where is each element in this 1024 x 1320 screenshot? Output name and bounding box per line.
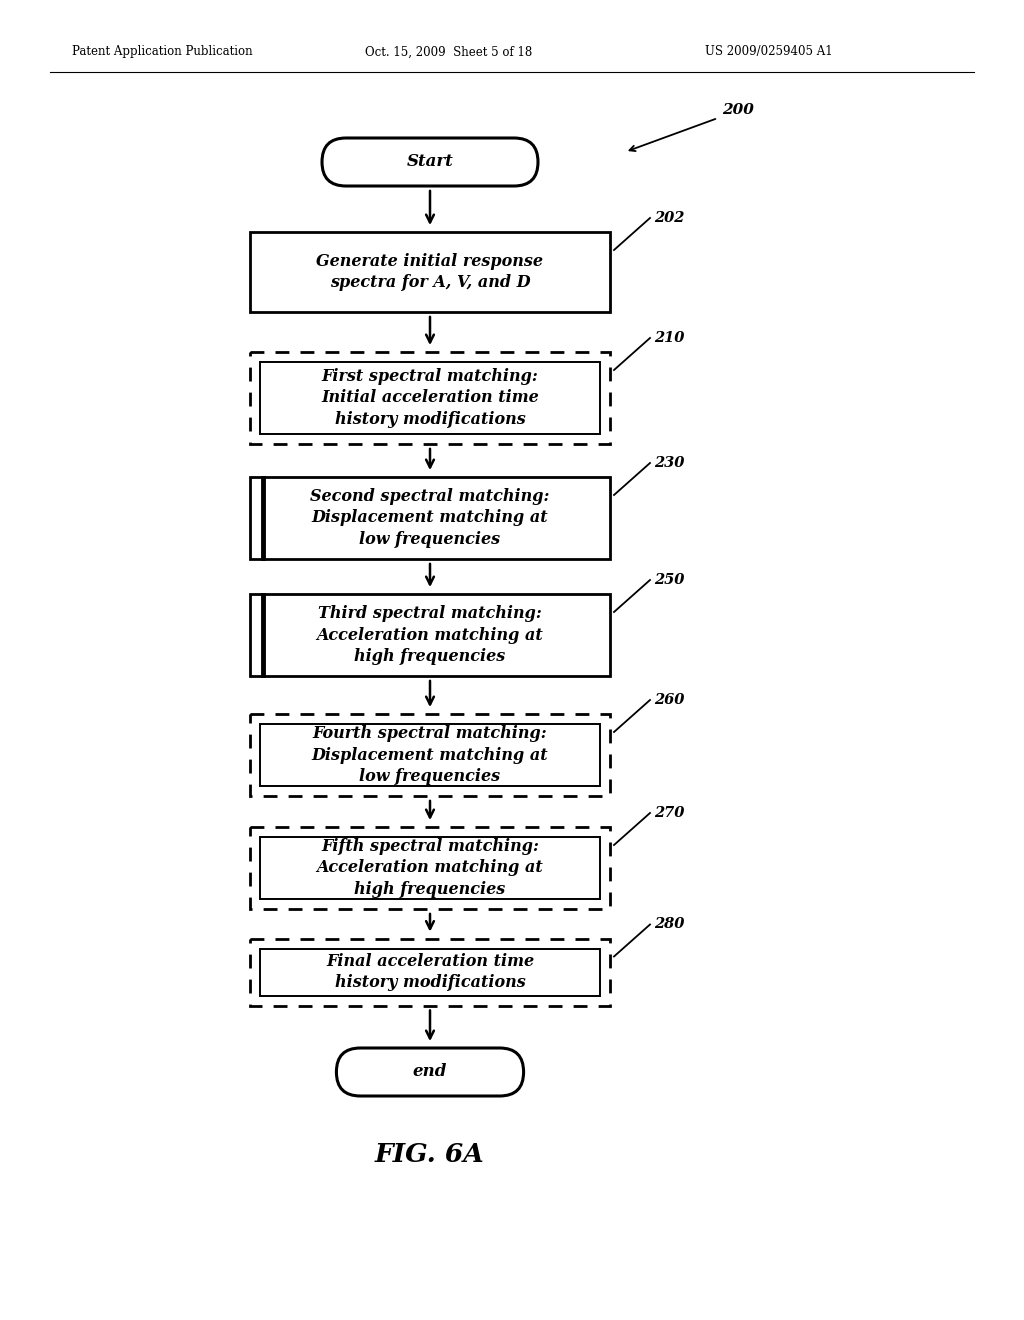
Text: Fourth spectral matching:
Displacement matching at
low frequencies: Fourth spectral matching: Displacement m… [311, 725, 548, 785]
Text: Third spectral matching:
Acceleration matching at
high frequencies: Third spectral matching: Acceleration ma… [316, 605, 544, 665]
Text: Start: Start [407, 153, 454, 170]
Text: 202: 202 [654, 211, 684, 224]
Bar [260, 723, 600, 785]
Bar [250, 828, 610, 909]
Text: Fifth spectral matching:
Acceleration matching at
high frequencies: Fifth spectral matching: Acceleration ma… [316, 838, 544, 898]
Text: 210: 210 [654, 331, 684, 345]
Text: Final acceleration time
history modifications: Final acceleration time history modifica… [326, 953, 535, 991]
Bar [250, 939, 610, 1006]
Bar [250, 594, 610, 676]
Text: Generate initial response
spectra for A, V, and D: Generate initial response spectra for A,… [316, 252, 544, 292]
Bar [260, 837, 600, 899]
FancyBboxPatch shape [337, 1048, 523, 1096]
Text: Second spectral matching:
Displacement matching at
low frequencies: Second spectral matching: Displacement m… [310, 488, 550, 548]
Text: Patent Application Publication: Patent Application Publication [72, 45, 253, 58]
FancyBboxPatch shape [322, 139, 538, 186]
Text: FIG. 6A: FIG. 6A [375, 1143, 485, 1167]
Text: 270: 270 [654, 807, 684, 820]
Text: 230: 230 [654, 455, 684, 470]
Bar [250, 232, 610, 312]
Text: Oct. 15, 2009  Sheet 5 of 18: Oct. 15, 2009 Sheet 5 of 18 [365, 45, 532, 58]
Text: First spectral matching:
Initial acceleration time
history modifications: First spectral matching: Initial acceler… [322, 368, 539, 428]
Bar [250, 477, 610, 558]
Bar [260, 949, 600, 995]
Text: 280: 280 [654, 917, 684, 932]
Text: 250: 250 [654, 573, 684, 587]
Bar [260, 362, 600, 434]
Bar [250, 714, 610, 796]
Text: end: end [413, 1064, 447, 1081]
Text: US 2009/0259405 A1: US 2009/0259405 A1 [705, 45, 833, 58]
Text: 260: 260 [654, 693, 684, 708]
Text: 200: 200 [722, 103, 754, 117]
Bar [250, 352, 610, 444]
